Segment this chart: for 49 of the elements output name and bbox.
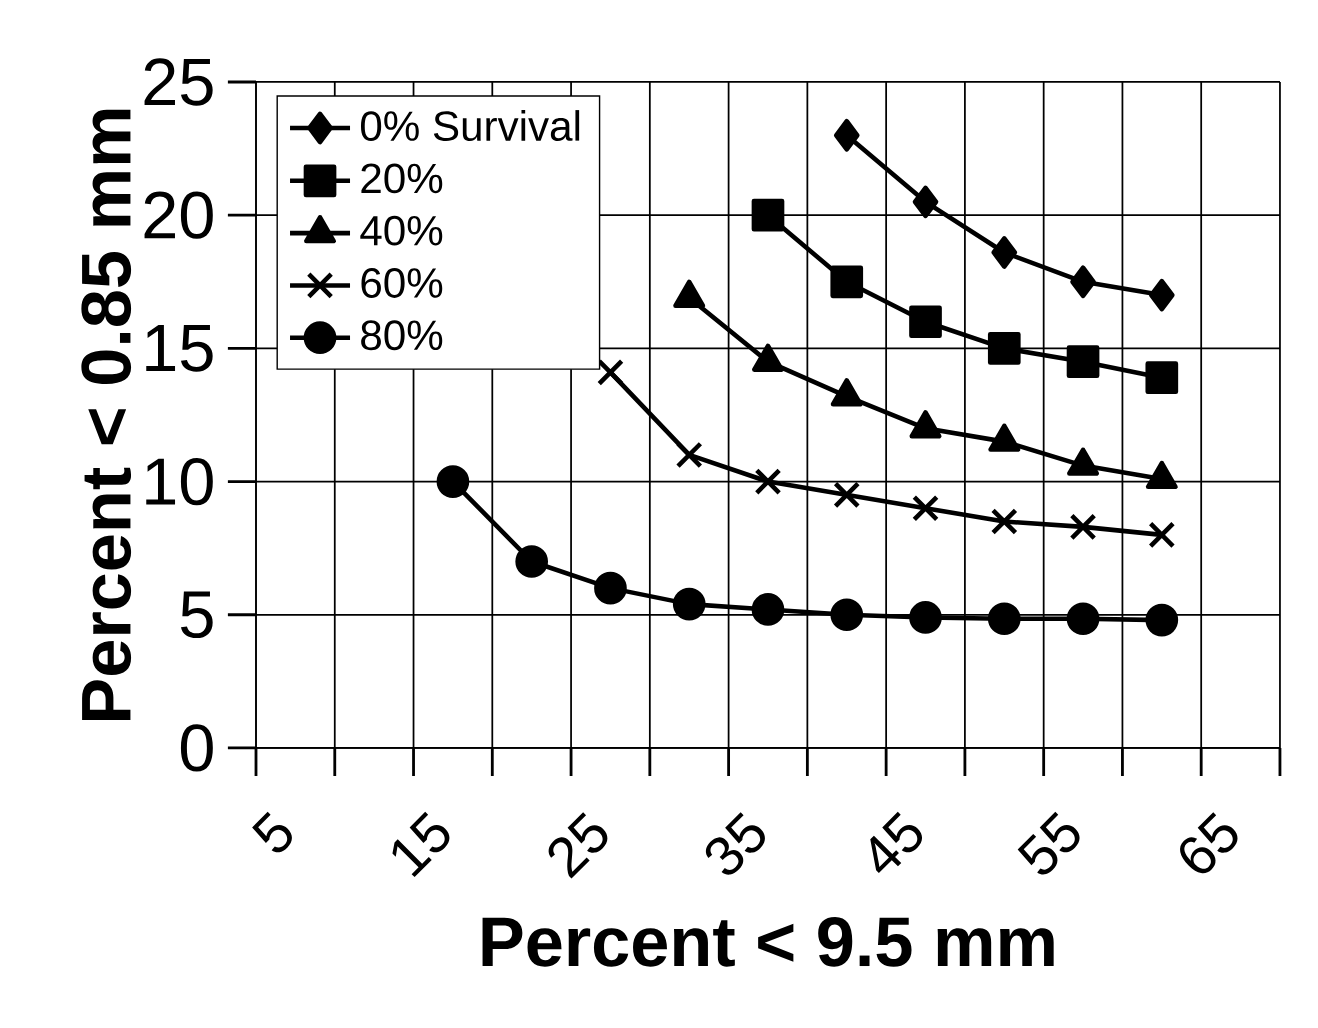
point xyxy=(1066,602,1100,636)
y-tick-label: 15 xyxy=(146,325,213,372)
point xyxy=(1148,278,1175,312)
point xyxy=(515,545,549,578)
point xyxy=(1066,345,1100,379)
point xyxy=(833,481,861,509)
y-axis-title: Percent < 0.85 mm xyxy=(81,109,132,720)
point xyxy=(912,494,939,522)
point xyxy=(909,305,942,339)
point xyxy=(1148,521,1176,549)
point xyxy=(909,601,942,634)
point xyxy=(991,236,1018,269)
point xyxy=(754,468,782,496)
x-tick-label: 45 xyxy=(870,811,923,874)
x-tick-label: 25 xyxy=(548,812,608,879)
point xyxy=(830,265,864,299)
point xyxy=(751,198,785,232)
point xyxy=(672,587,706,621)
point xyxy=(436,465,470,498)
point xyxy=(1069,513,1097,541)
x-tick-label: 35 xyxy=(705,812,765,875)
x-tick-label: 15 xyxy=(392,811,450,878)
legend-label: 60% xyxy=(361,268,443,298)
point xyxy=(830,598,864,632)
y-tick-label: 5 xyxy=(180,591,213,639)
legend-label: 0% Survival xyxy=(360,110,580,142)
x-tick-label: 5 xyxy=(252,811,292,853)
point xyxy=(833,118,860,152)
y-tick-label: 25 xyxy=(144,58,213,106)
point xyxy=(987,602,1021,636)
y-tick-label: 20 xyxy=(144,191,213,239)
point xyxy=(987,332,1021,365)
point xyxy=(1070,265,1096,299)
x-tick-label: 65 xyxy=(1180,812,1238,874)
x-tick-label: 55 xyxy=(1017,811,1080,875)
point xyxy=(751,593,785,626)
x-axis-title: Percent < 9.5 mm xyxy=(482,916,1054,967)
legend-label: 20% xyxy=(361,163,443,194)
point xyxy=(594,571,627,605)
point xyxy=(1145,361,1179,395)
y-tick-label: 10 xyxy=(146,457,213,506)
legend-label: 40% xyxy=(360,215,443,246)
point xyxy=(1145,603,1179,637)
y-tick-label: 0 xyxy=(180,724,213,772)
point xyxy=(596,358,624,386)
point xyxy=(990,508,1018,536)
point xyxy=(912,185,939,219)
legend-label: 80% xyxy=(361,320,443,351)
point xyxy=(675,441,703,469)
